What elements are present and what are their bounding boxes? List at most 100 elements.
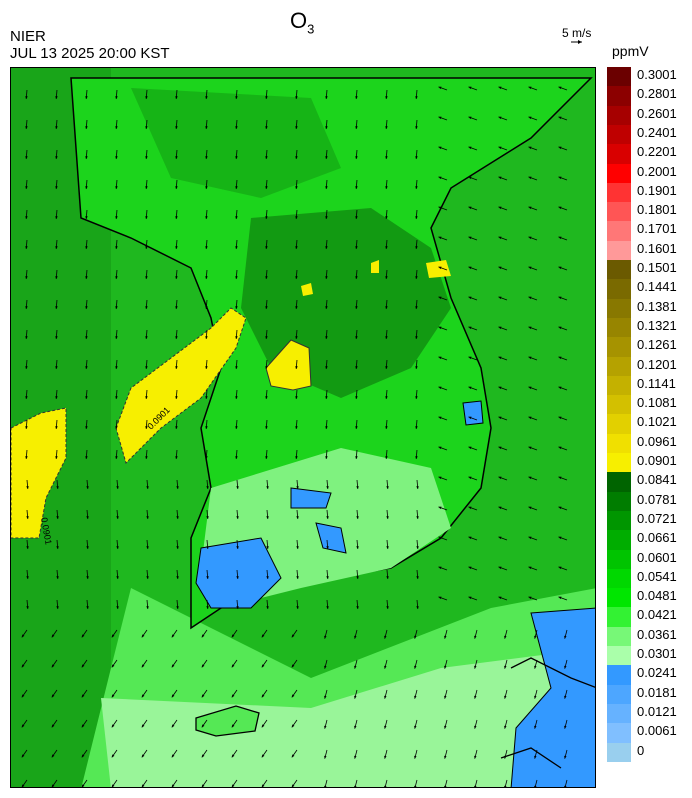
wind-arrowhead-icon xyxy=(291,754,295,758)
wind-arrowhead-icon xyxy=(558,296,562,300)
wind-arrowhead-icon xyxy=(444,695,447,699)
wind-arrowhead-icon xyxy=(474,695,477,699)
colorbar-tick-label: 0.2201 xyxy=(637,144,677,160)
wind-arrowhead-icon xyxy=(558,86,562,90)
wind-arrowhead-icon xyxy=(498,176,502,180)
wind-arrowhead-icon xyxy=(25,276,28,279)
wind-arrowhead-icon xyxy=(291,664,295,668)
wind-arrowhead-icon xyxy=(145,276,148,279)
wind-arrowhead-icon xyxy=(291,694,295,698)
wind-arrowhead-icon xyxy=(56,546,59,549)
wind-arrowhead-icon xyxy=(231,694,235,698)
colorbar-cell xyxy=(607,356,631,377)
wind-arrowhead-icon xyxy=(25,336,28,339)
colorbar-cell xyxy=(607,105,631,126)
colorbar-cell xyxy=(607,124,631,145)
wind-arrowhead-icon xyxy=(261,784,265,787)
wind-arrowhead-icon xyxy=(498,236,502,240)
wind-arrowhead-icon xyxy=(415,276,418,279)
wind-arrowhead-icon xyxy=(261,634,265,638)
yellow-patch-central xyxy=(265,339,312,391)
wind-arrowhead-icon xyxy=(468,446,472,450)
wind-arrowhead-icon xyxy=(236,606,239,609)
wind-arrowhead-icon xyxy=(236,486,239,489)
colorbar-tick-label: 0.1901 xyxy=(637,182,677,198)
wind-arrowhead-icon xyxy=(25,246,28,249)
wind-arrowhead-icon xyxy=(416,486,419,489)
wind-arrowhead-icon xyxy=(325,186,328,189)
wind-arrowhead-icon xyxy=(171,694,175,698)
wind-arrowhead-icon xyxy=(291,724,295,728)
wind-arrowhead-icon xyxy=(55,276,58,279)
wind-arrowhead-icon xyxy=(444,755,447,759)
wind-arrowhead-icon xyxy=(291,634,295,638)
wind-arrowhead-icon xyxy=(386,546,389,549)
colorbar-cell xyxy=(607,703,631,724)
colorbar-cell xyxy=(607,742,631,763)
colorbar-tick-label: 0.0901 xyxy=(637,453,677,468)
wind-arrowhead-icon xyxy=(295,276,298,279)
wind-arrowhead-icon xyxy=(205,336,208,339)
wind-arrowhead-icon xyxy=(261,694,265,698)
wind-arrowhead-icon xyxy=(171,724,175,728)
yellow-patch-north xyxy=(301,283,313,296)
colorbar-cell xyxy=(607,202,631,222)
wind-arrowhead-icon xyxy=(534,635,537,639)
wind-arrowhead-icon xyxy=(55,126,58,129)
wind-arrowhead-icon xyxy=(21,724,25,728)
wind-arrowhead-icon xyxy=(21,784,25,787)
wind-arrowhead-icon xyxy=(145,126,148,129)
wind-arrowhead-icon xyxy=(176,486,179,489)
colorbar-tick-label: 0.1501 xyxy=(637,260,677,275)
wind-arrowhead-icon xyxy=(295,96,298,99)
wind-arrowhead-icon xyxy=(474,665,477,669)
wind-arrowhead-icon xyxy=(416,606,419,609)
wind-arrowhead-icon xyxy=(201,694,205,698)
colorbar-tick-label: 0.2401 xyxy=(637,124,677,140)
wind-arrowhead-icon xyxy=(415,126,418,129)
wind-arrowhead-icon xyxy=(325,426,328,429)
colorbar-tick-label: 0.0661 xyxy=(637,530,677,546)
wind-arrowhead-icon xyxy=(85,186,88,189)
colorbar-tick-label: 0.1801 xyxy=(637,202,677,218)
wind-arrowhead-icon xyxy=(26,606,29,609)
wind-arrowhead-icon xyxy=(236,546,239,549)
wind-arrowhead-icon xyxy=(235,216,238,219)
wind-arrowhead-icon xyxy=(468,86,472,90)
wind-arrowhead-icon xyxy=(468,566,472,570)
wind-arrowhead-icon xyxy=(438,386,442,390)
wind-arrowhead-icon xyxy=(175,96,178,99)
wind-arrowhead-icon xyxy=(558,536,562,540)
wind-arrowhead-icon xyxy=(384,785,387,787)
wind-arrowhead-icon xyxy=(55,366,58,369)
wind-arrowhead-icon xyxy=(81,694,85,698)
wind-arrowhead-icon xyxy=(438,506,442,510)
wind-arrowhead-icon xyxy=(444,785,447,787)
wind-arrowhead-icon xyxy=(325,156,328,159)
wind-arrowhead-icon xyxy=(51,724,55,728)
wind-arrowhead-icon xyxy=(354,755,357,759)
wind-arrowhead-icon xyxy=(468,356,472,360)
wind-arrowhead-icon xyxy=(201,784,205,787)
wind-arrowhead-icon xyxy=(504,635,507,639)
wind-arrowhead-icon xyxy=(498,476,502,480)
wind-arrowhead-icon xyxy=(175,456,178,459)
wind-arrowhead-icon xyxy=(438,116,442,120)
wind-arrowhead-icon xyxy=(474,755,477,759)
wind-arrowhead-icon xyxy=(235,306,238,309)
wind-arrowhead-icon xyxy=(354,725,357,729)
wind-arrowhead-icon xyxy=(528,326,532,330)
wind-arrowhead-icon xyxy=(201,754,205,758)
wind-arrowhead-icon xyxy=(85,456,88,459)
wind-arrow-icon xyxy=(504,779,508,787)
wind-arrowhead-icon xyxy=(534,695,537,699)
colorbar-cell xyxy=(607,607,631,628)
wind-arrowhead-icon xyxy=(235,246,238,249)
wind-arrowhead-icon xyxy=(468,386,472,390)
wind-arrowhead-icon xyxy=(415,306,418,309)
wind-arrowhead-icon xyxy=(474,635,477,639)
wind-arrowhead-icon xyxy=(468,116,472,120)
wind-arrowhead-icon xyxy=(265,156,268,159)
wind-arrowhead-icon xyxy=(115,306,118,309)
wind-arrowhead-icon xyxy=(236,576,239,579)
